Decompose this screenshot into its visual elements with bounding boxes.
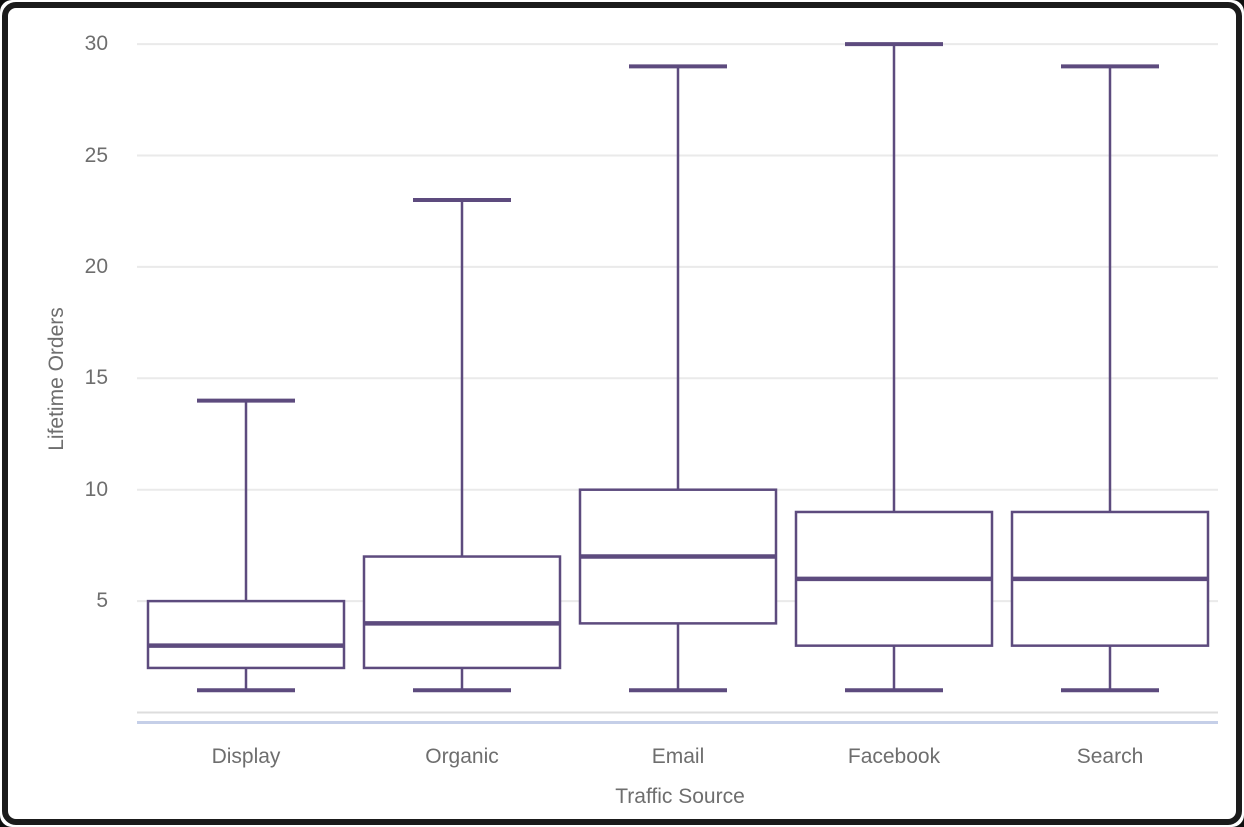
box-plot-facebook[interactable] xyxy=(794,42,994,693)
box-plot-display[interactable] xyxy=(146,398,346,693)
box-plot-organic[interactable] xyxy=(362,198,562,693)
x-tick-email: Email xyxy=(651,745,705,768)
iqr-box xyxy=(362,555,562,670)
y-tick-5: 5 xyxy=(96,589,108,612)
box-plot-email[interactable] xyxy=(578,64,778,693)
y-tick-25: 25 xyxy=(84,144,108,167)
x-tick-organic: Organic xyxy=(425,745,499,768)
y-tick-30: 30 xyxy=(84,32,108,55)
x-tick-facebook: Facebook xyxy=(847,745,941,768)
y-tick-15: 15 xyxy=(84,366,108,389)
x-axis-title: Traffic Source xyxy=(615,785,745,808)
x-tick-display: Display xyxy=(211,745,281,768)
y-tick-10: 10 xyxy=(84,478,108,501)
x-tick-search: Search xyxy=(1076,745,1144,768)
y-tick-20: 20 xyxy=(84,255,108,278)
box-plot-search[interactable] xyxy=(1010,64,1210,693)
iqr-box xyxy=(146,599,346,670)
